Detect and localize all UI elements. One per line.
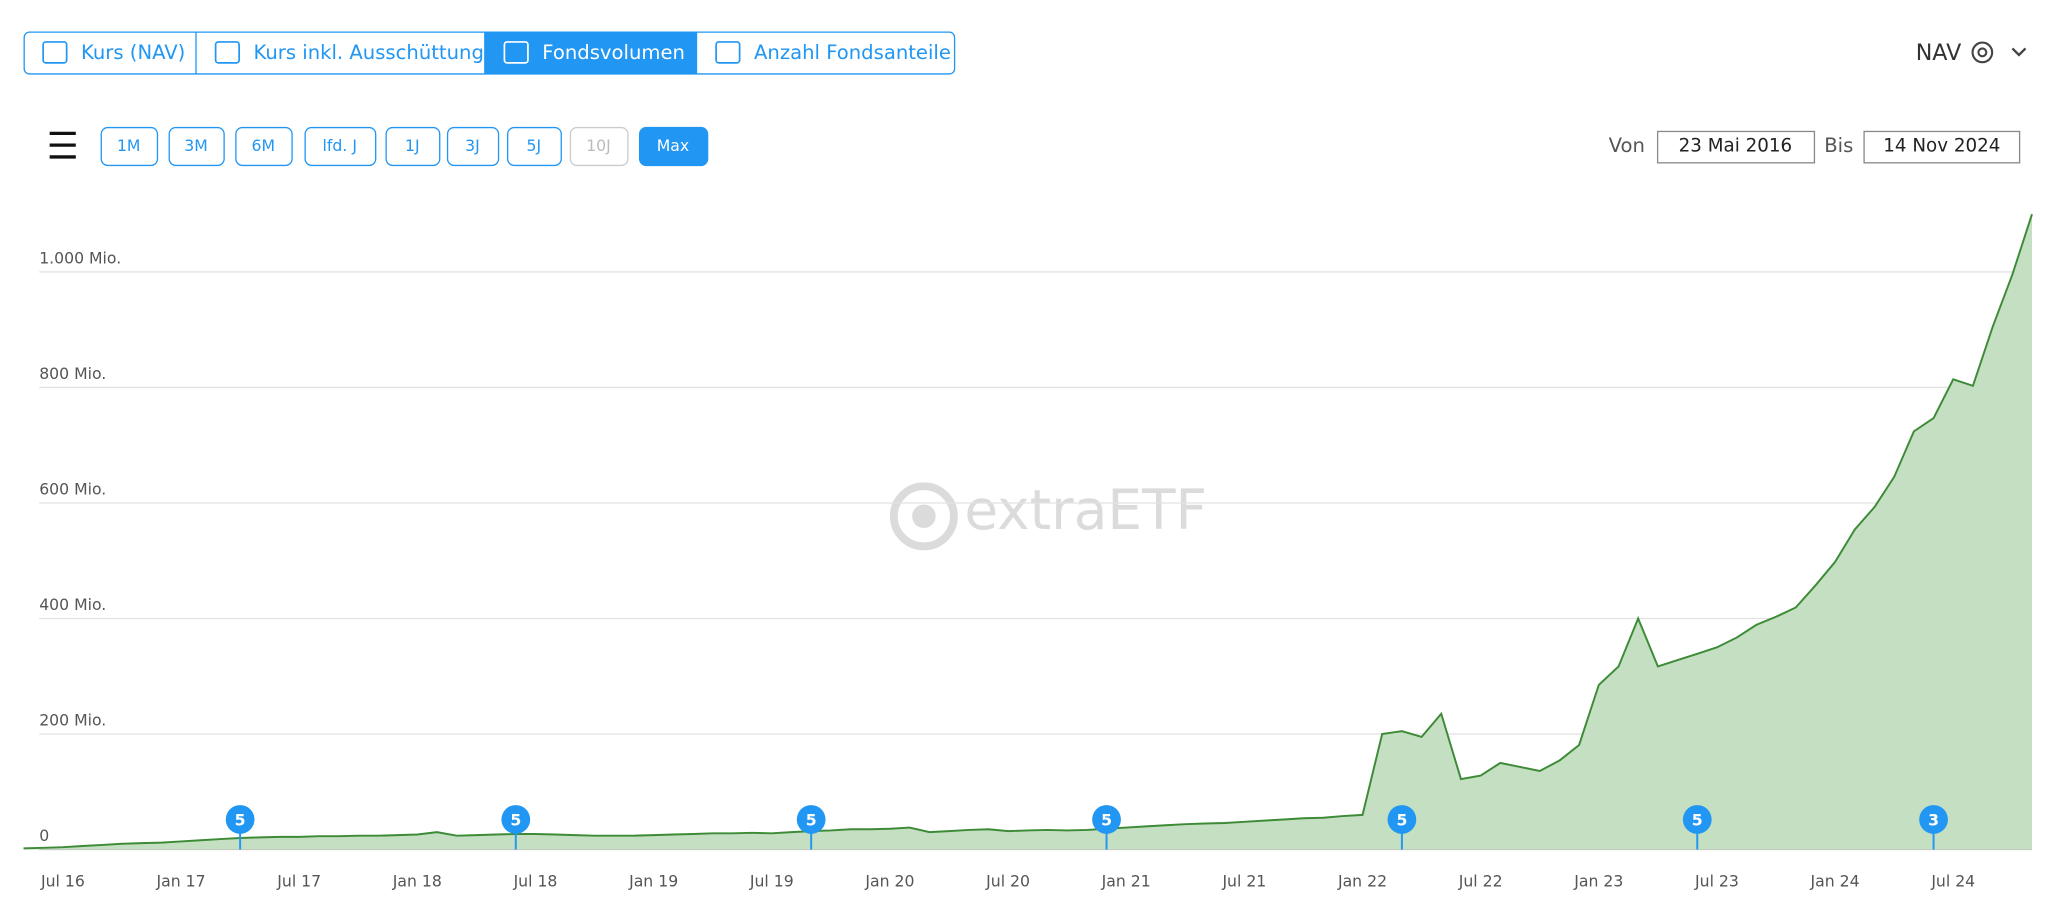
range-label[interactable]: 1M bbox=[117, 136, 140, 155]
x-tick-label: Jul 18 bbox=[513, 872, 558, 891]
range-button bbox=[569, 126, 629, 167]
y-tick-label: 1.000 Mio. bbox=[39, 248, 121, 267]
x-tick-label: Jul 24 bbox=[1930, 872, 1975, 891]
x-tick-label: Jul 22 bbox=[1458, 872, 1503, 891]
range-button[interactable] bbox=[639, 126, 709, 167]
event-label[interactable]: 5 bbox=[1692, 810, 1703, 829]
x-tick-label: Jan 22 bbox=[1337, 872, 1387, 891]
range-label[interactable]: Max bbox=[657, 136, 689, 155]
dropdown-chevron[interactable] bbox=[2011, 47, 2027, 57]
x-tick-label: Jul 17 bbox=[276, 872, 321, 891]
tab-label[interactable]: Anzahl Fondsanteile bbox=[754, 41, 951, 64]
y-tick-label: 0 bbox=[39, 826, 49, 845]
range-label[interactable]: 6M bbox=[252, 136, 276, 155]
event-label[interactable]: 5 bbox=[1396, 810, 1407, 829]
event-flag[interactable] bbox=[225, 805, 255, 834]
range-button[interactable] bbox=[100, 126, 159, 167]
y-tick-label: 800 Mio. bbox=[39, 364, 106, 383]
range-label[interactable]: 5J bbox=[527, 136, 542, 155]
x-tick-label: Jan 17 bbox=[156, 872, 206, 891]
event-flag[interactable] bbox=[1682, 805, 1712, 834]
event-label[interactable]: 5 bbox=[1101, 810, 1112, 829]
menu-icon[interactable] bbox=[49, 131, 76, 159]
x-tick-label: Jan 20 bbox=[864, 872, 914, 891]
range-button[interactable] bbox=[235, 126, 293, 167]
line bbox=[23, 213, 2033, 850]
tab-label[interactable]: Fondsvolumen bbox=[542, 41, 685, 64]
from-label: Von bbox=[1609, 134, 1645, 157]
range-button[interactable] bbox=[304, 126, 377, 167]
event-flag[interactable] bbox=[1092, 805, 1121, 834]
x-tick-label: Jan 19 bbox=[628, 872, 678, 891]
x-tick-label: Jan 18 bbox=[392, 872, 442, 891]
from-input[interactable] bbox=[1656, 130, 1816, 164]
event-flag[interactable] bbox=[1919, 805, 1948, 834]
area bbox=[23, 214, 2033, 850]
range-label[interactable]: 1J bbox=[405, 136, 420, 155]
range-button[interactable] bbox=[385, 126, 441, 167]
tab-label[interactable]: Kurs (NAV) bbox=[81, 41, 185, 64]
y-tick-label: 200 Mio. bbox=[39, 710, 106, 729]
x-tick-label: Jan 23 bbox=[1573, 872, 1623, 891]
to-date[interactable]: 14 Nov 2024 bbox=[1883, 135, 2000, 156]
tab-active[interactable] bbox=[484, 32, 697, 74]
settings-icon[interactable] bbox=[1971, 41, 1994, 64]
x-tick-label: Jul 16 bbox=[40, 872, 85, 891]
event-label[interactable]: 3 bbox=[1928, 810, 1939, 829]
price-type[interactable]: NAV bbox=[1916, 40, 1962, 66]
event-flag[interactable] bbox=[796, 805, 826, 834]
x-tick-label: Jul 21 bbox=[1221, 872, 1266, 891]
event-flag[interactable] bbox=[1387, 805, 1417, 834]
tab-icon bbox=[214, 41, 240, 64]
range-label[interactable]: 3J bbox=[465, 136, 480, 155]
range-label[interactable]: lfd. J bbox=[323, 136, 357, 155]
x-tick-label: Jul 20 bbox=[985, 872, 1030, 891]
range-button[interactable] bbox=[446, 126, 500, 167]
to-label: Bis bbox=[1824, 134, 1853, 157]
event-flag[interactable] bbox=[501, 805, 531, 834]
x-tick-label: Jan 24 bbox=[1810, 872, 1860, 891]
range-button[interactable] bbox=[507, 126, 562, 167]
watermark-icon bbox=[912, 504, 936, 529]
tab-icon bbox=[715, 41, 741, 64]
event-label[interactable]: 5 bbox=[510, 810, 521, 829]
watermark-icon bbox=[889, 482, 958, 551]
range-label[interactable]: 3M bbox=[184, 136, 208, 155]
x-tick-label: Jul 23 bbox=[1694, 872, 1739, 891]
range-label: 10J bbox=[586, 136, 611, 155]
watermark-text: extraETF bbox=[964, 478, 1207, 542]
tab-label[interactable]: Kurs inkl. Ausschüttung bbox=[254, 41, 484, 64]
tab-icon bbox=[42, 41, 68, 64]
from-date[interactable]: 23 Mai 2016 bbox=[1679, 135, 1792, 156]
event-label[interactable]: 5 bbox=[806, 810, 817, 829]
event-label[interactable]: 5 bbox=[235, 810, 246, 829]
y-tick-label: 600 Mio. bbox=[39, 479, 106, 498]
x-tick-label: Jan 21 bbox=[1101, 872, 1151, 891]
watermark: extraETF bbox=[889, 478, 1207, 551]
to-input[interactable] bbox=[1863, 130, 2021, 164]
y-tick-label: 400 Mio. bbox=[39, 595, 106, 614]
x-tick-label: Jul 19 bbox=[749, 872, 794, 891]
range-button[interactable] bbox=[168, 126, 225, 167]
tab-icon bbox=[503, 41, 529, 64]
